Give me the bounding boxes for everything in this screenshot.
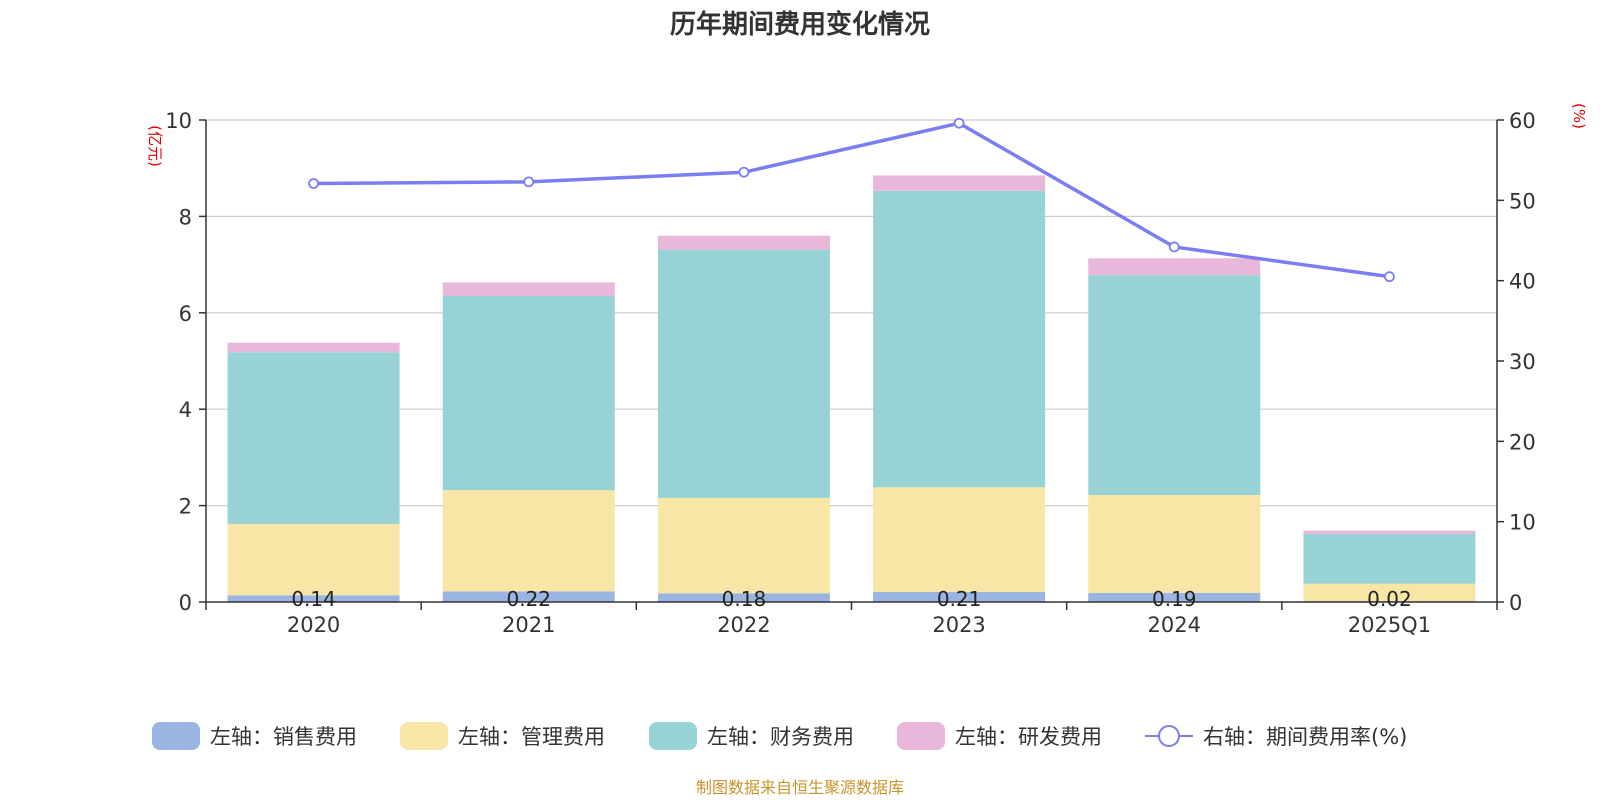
bar-segment-3 [657, 249, 830, 498]
bar-segment-2 [873, 487, 1046, 592]
right-axis-tick-label: 20 [1509, 430, 1536, 454]
bar-segment-3 [873, 190, 1046, 488]
rate-line-series [308, 117, 1395, 283]
legend-swatch [152, 722, 200, 750]
bar-segment-4 [657, 235, 830, 250]
bar-segment-1 [442, 591, 615, 602]
data-labels: 0.14 0.22 0.18 0.21 0.19 0.02 [291, 587, 1411, 611]
rate-point [1168, 241, 1180, 253]
legend-swatch [897, 722, 945, 750]
chart-title: 历年期间费用变化情况 [670, 9, 930, 40]
bar-segment-2 [442, 490, 615, 592]
rate-point [953, 117, 965, 129]
bar-value-label: 0.02 [1367, 587, 1412, 611]
bar-value-label: 0.18 [722, 587, 767, 611]
x-axis-tick-label: 2025Q1 [1348, 613, 1431, 637]
legend-swatch [400, 722, 448, 750]
left-axis-tick-label: 10 [165, 109, 192, 133]
rate-point [1384, 271, 1395, 283]
bar-segment-2 [1303, 583, 1476, 602]
bar-segment-4 [1088, 258, 1261, 276]
x-axis-tick-label: 2024 [1148, 613, 1201, 637]
right-axis-tick-label: 50 [1509, 189, 1536, 213]
bar-segment-4 [1303, 530, 1476, 535]
bar-segment-1 [227, 595, 400, 602]
gridlines [206, 119, 1497, 507]
bar-segment-2 [1088, 494, 1261, 593]
bar-segment-3 [227, 352, 400, 524]
x-axis-tick-label: 2022 [717, 613, 770, 637]
rate-point [308, 178, 319, 189]
bar-segment-1 [873, 591, 1046, 602]
legend-label: 左轴：财务费用 [707, 725, 854, 749]
bar-segment-3 [1303, 534, 1476, 584]
right-axis-tick-label: 60 [1509, 109, 1536, 133]
bar-segment-4 [442, 282, 615, 296]
legend: 左轴：销售费用 左轴：管理费用 左轴：财务费用 左轴：研发费用 右轴：期间费用率(%) [152, 722, 1407, 750]
bar-value-label: 0.19 [1152, 587, 1197, 611]
bar-segment-1 [657, 593, 830, 602]
right-axis-tick-label: 30 [1509, 350, 1536, 374]
x-axis-tick-label: 2023 [932, 613, 985, 637]
source-note: 制图数据来自恒生聚源数据库 [696, 778, 904, 797]
bar-segment-4 [873, 175, 1046, 191]
bar-value-label: 0.21 [937, 587, 982, 611]
bar-segment-1 [1088, 592, 1261, 602]
legend-swatch [649, 722, 697, 750]
rate-line [313, 121, 1390, 279]
left-axis-tick-label: 8 [179, 205, 192, 229]
legend-label: 左轴：销售费用 [210, 725, 357, 749]
bar-segment-3 [1088, 275, 1261, 495]
left-axis-tick-label: 0 [179, 591, 192, 615]
left-axis-tick-label: 2 [179, 495, 192, 519]
x-axis-tick-label: 2021 [502, 613, 555, 637]
right-axis-tick-label: 0 [1509, 591, 1522, 615]
axes: 0 2 4 6 8 10 0 10 20 30 40 50 60 2020 2021 2022 2023 2024… [165, 109, 1535, 637]
legend-marker [1158, 725, 1180, 747]
left-axis-tick-label: 4 [179, 398, 192, 422]
bar-value-label: 0.14 [291, 587, 336, 611]
bar-segment-2 [227, 523, 400, 596]
bar-segment-3 [442, 295, 615, 491]
rate-point [523, 176, 535, 188]
left-axis-unit: (亿元) [146, 125, 164, 167]
legend-label: 左轴：研发费用 [955, 725, 1102, 749]
bar-segment-4 [227, 342, 400, 353]
bar-value-label: 0.22 [506, 587, 551, 611]
left-axis-tick-label: 6 [179, 302, 192, 326]
rate-point [738, 166, 750, 178]
legend-label: 右轴：期间费用率(%) [1203, 725, 1407, 749]
bar-segment-2 [657, 497, 830, 594]
right-axis-unit: (%) [1570, 103, 1588, 129]
x-axis-tick-label: 2020 [287, 613, 340, 637]
bar-series [227, 175, 1476, 602]
right-axis-tick-label: 40 [1509, 270, 1536, 294]
right-axis-tick-label: 10 [1509, 511, 1536, 535]
legend-label: 左轴：管理费用 [458, 725, 605, 749]
